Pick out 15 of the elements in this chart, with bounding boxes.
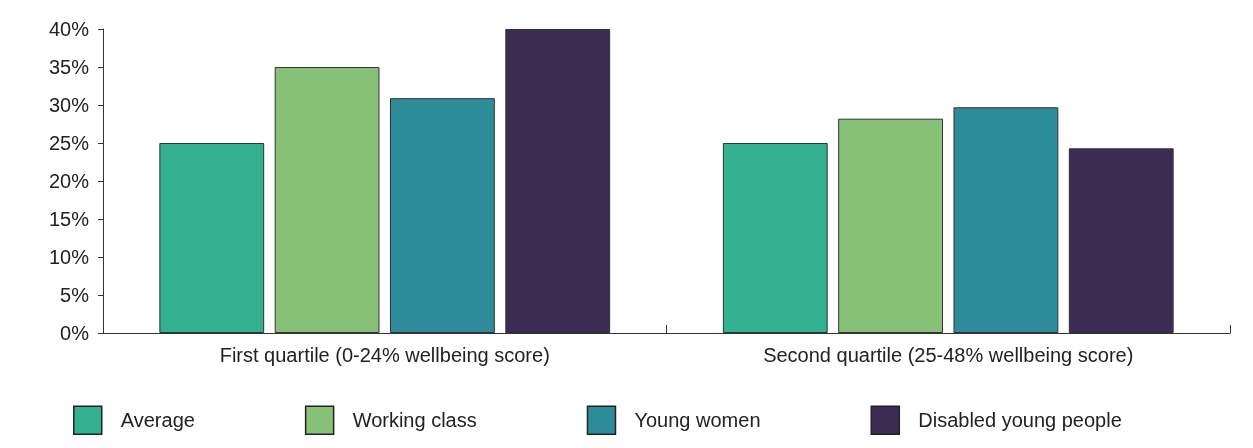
y-tick-label: 30% [48,94,90,116]
y-tick-label: 0% [60,322,90,344]
legend-label: Young women [634,409,761,432]
x-tick-label: Second quartile (25-48% wellbeing score) [763,344,1134,366]
y-tick-label: 20% [48,170,90,192]
legend-label: Working class [352,409,477,432]
y-tick-label: 35% [48,56,90,78]
legend-label: Disabled young people [918,409,1122,432]
legend-label: Average [120,409,195,432]
y-tick-label: 10% [48,246,90,268]
x-tick-label: First quartile (0-24% wellbeing score) [219,344,550,366]
y-tick-label: 40% [48,18,90,40]
y-tick-label: 15% [48,208,90,230]
y-tick-label: 5% [60,284,90,306]
y-tick-label: 25% [48,132,90,154]
